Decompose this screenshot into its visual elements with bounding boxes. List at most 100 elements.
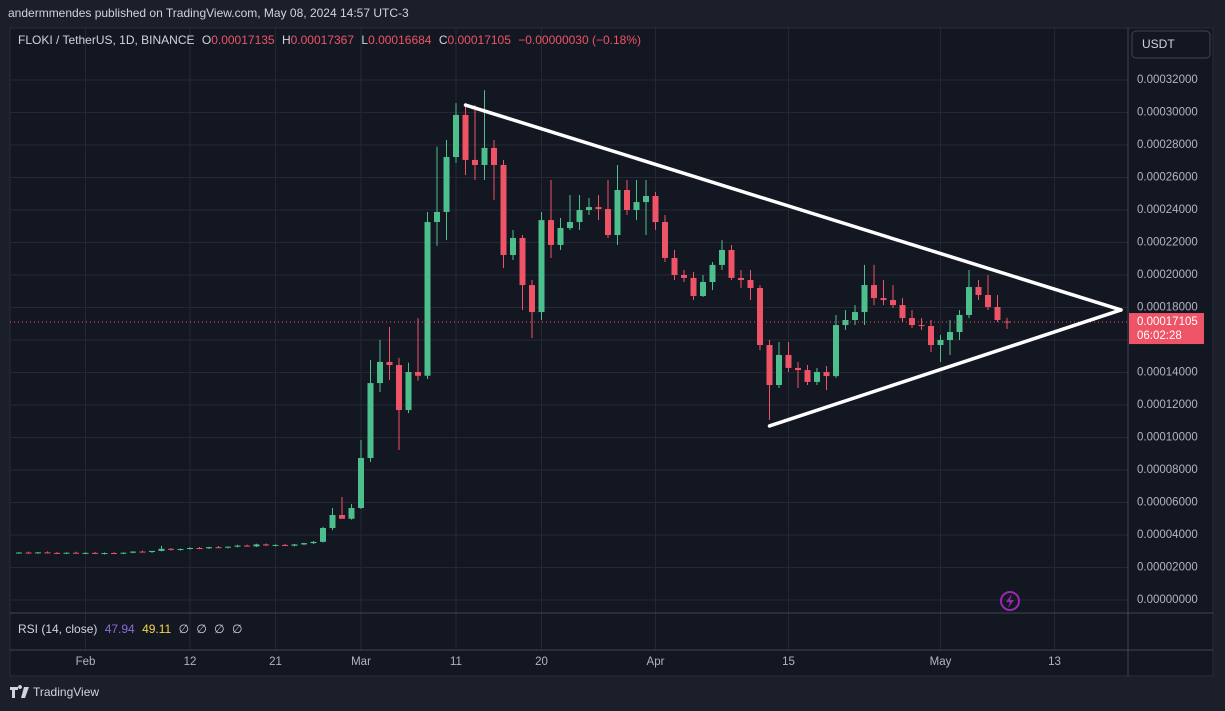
- candle-body: [225, 546, 231, 548]
- candle-body: [291, 544, 298, 546]
- y-tick-label: 0.00000000: [1137, 594, 1198, 606]
- candle-body: [747, 280, 754, 288]
- y-tick-label: 0.00032000: [1137, 74, 1198, 86]
- candle-body: [44, 552, 51, 554]
- candle-body: [196, 548, 203, 549]
- y-tick-label: 0.00004000: [1137, 529, 1198, 541]
- rsi-value: 49.11: [142, 622, 171, 636]
- ohlc-label: C: [439, 33, 448, 47]
- candle-body: [301, 543, 307, 545]
- candle-body: [82, 552, 89, 554]
- candle-body: [54, 552, 60, 554]
- candle-body: [111, 553, 117, 555]
- candle-body: [652, 196, 659, 223]
- candle-body: [738, 277, 744, 281]
- candle-body: [348, 508, 355, 519]
- alert-icon[interactable]: [1000, 591, 1020, 611]
- candle-body: [177, 548, 184, 550]
- candle-body: [700, 281, 706, 296]
- candle-body: [681, 275, 687, 278]
- candle-body: [662, 222, 668, 258]
- x-tick-label: Apr: [647, 656, 665, 668]
- candle-body: [339, 515, 345, 519]
- candle-body: [671, 257, 678, 275]
- candle-body: [244, 545, 250, 547]
- ohlc-label: L: [361, 33, 368, 47]
- candle-body: [386, 361, 393, 366]
- candle-body: [871, 285, 877, 299]
- currency-button[interactable]: [1131, 30, 1211, 59]
- candle-body: [785, 354, 792, 368]
- currency[interactable]: USDT: [1142, 37, 1175, 51]
- candle-body: [795, 367, 801, 371]
- candle-body: [567, 222, 573, 229]
- candle-body: [358, 457, 364, 509]
- x-tick-label: Mar: [351, 656, 371, 668]
- candle-body: [206, 547, 212, 549]
- candle-body: [35, 552, 41, 554]
- candle-body: [586, 207, 592, 210]
- candle-body: [766, 345, 773, 386]
- candle-body: [158, 548, 165, 551]
- candle-body: [405, 372, 412, 411]
- candle-body: [263, 544, 269, 546]
- publisher: andermmendes published on TradingView.co…: [8, 6, 409, 20]
- x-tick-label: 11: [450, 656, 462, 668]
- high-value: 0.00017367: [291, 33, 355, 47]
- y-tick-label: 0.00002000: [1137, 562, 1198, 574]
- candle-body: [377, 361, 383, 384]
- x-tick-label: 20: [535, 656, 548, 668]
- y-tick-label: 0.00014000: [1137, 367, 1198, 379]
- candle-body: [434, 211, 440, 223]
- candle-body: [63, 552, 70, 554]
- candle-body: [491, 147, 497, 165]
- candle-body: [538, 220, 545, 313]
- rsi-na: ∅: [196, 622, 206, 636]
- candle-body: [690, 277, 697, 296]
- x-tick-label: 21: [269, 656, 282, 668]
- marks: [10, 90, 1128, 555]
- legend-row: FLOKI / TetherUS, 1D, BINANCE O0.0001713…: [18, 33, 641, 47]
- candle-body: [918, 325, 925, 327]
- countdown: 06:02:28: [1137, 330, 1182, 342]
- candle-body: [719, 249, 725, 265]
- rsi-na: ∅: [214, 622, 224, 636]
- y-tick-label: 0.00020000: [1137, 269, 1198, 281]
- candle-body: [529, 285, 535, 313]
- y-tick-label: 0.00006000: [1137, 497, 1198, 509]
- candle-body: [168, 548, 174, 550]
- candle-body: [899, 305, 906, 319]
- candle-body: [861, 285, 868, 313]
- candle-body: [310, 541, 317, 544]
- candle-body: [500, 164, 507, 256]
- candle-body: [994, 307, 1001, 321]
- candle-body: [130, 551, 136, 553]
- candle-body: [329, 515, 336, 529]
- candle-body: [557, 228, 564, 245]
- candle-body: [804, 370, 811, 382]
- candle-body: [253, 544, 260, 547]
- candle-body: [282, 544, 288, 546]
- rsi-value: 47.94: [105, 622, 135, 636]
- logo: [10, 684, 29, 698]
- y-tick-label: 0.00024000: [1137, 204, 1198, 216]
- y-tick-label: 0.00028000: [1137, 139, 1198, 151]
- rsi-row: RSI (14, close) 47.94 49.11 ∅ ∅ ∅ ∅: [18, 622, 242, 636]
- rsi-na: ∅: [232, 622, 242, 636]
- candle-body: [415, 372, 421, 376]
- price-label-box: [1129, 313, 1204, 345]
- close-value: 0.00017105: [447, 33, 511, 47]
- candle-body: [73, 552, 79, 554]
- candle-body: [519, 237, 526, 286]
- open-value: 0.00017135: [211, 33, 275, 47]
- candle-body: [272, 544, 279, 546]
- candle-body: [149, 550, 155, 553]
- candle-body: [443, 157, 450, 212]
- candle-body: [633, 202, 640, 210]
- brand: TradingView: [33, 685, 99, 699]
- candle-body: [187, 548, 193, 549]
- candle-body: [776, 354, 782, 386]
- x-tick-label: May: [930, 656, 952, 668]
- candle-body: [757, 288, 763, 346]
